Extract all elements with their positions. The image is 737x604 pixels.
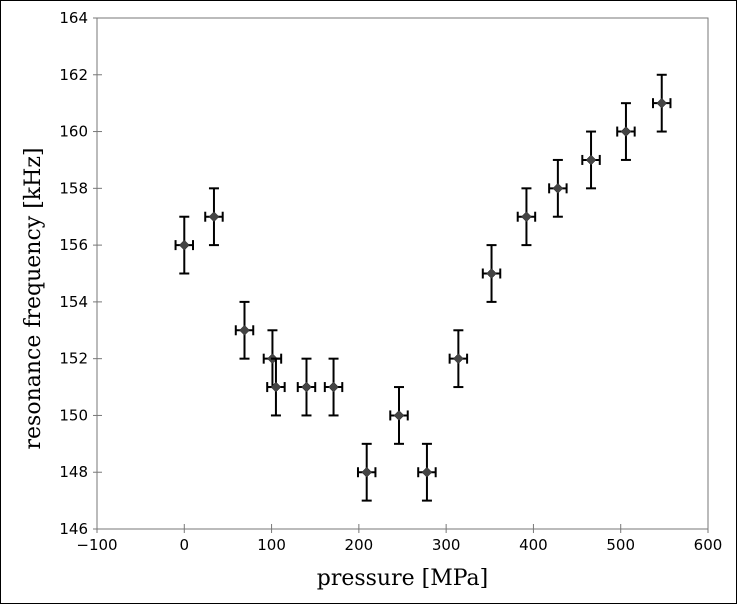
x-tick-label: 100 — [257, 536, 286, 554]
data-point — [481, 244, 502, 303]
diamond-marker — [208, 211, 220, 223]
data-point — [652, 73, 672, 133]
data-point — [548, 158, 568, 218]
x-axis-title: pressure [MPa] — [317, 566, 489, 591]
y-tick-label: 148 — [59, 463, 88, 481]
y-tick-label: 156 — [59, 236, 88, 254]
y-tick-label: 146 — [59, 520, 88, 538]
y-tick-label: 150 — [59, 406, 88, 424]
x-tick-label: 300 — [432, 536, 461, 554]
data-point — [581, 130, 601, 190]
y-tick-label: 158 — [59, 179, 88, 197]
diamond-marker — [270, 381, 282, 393]
data-points — [174, 73, 672, 502]
diamond-marker — [620, 126, 632, 137]
diamond-marker — [521, 211, 532, 223]
x-tick-label: 0 — [180, 536, 190, 554]
diamond-marker — [301, 381, 312, 393]
data-point — [174, 215, 195, 275]
data-point — [323, 357, 344, 417]
data-point — [516, 187, 537, 247]
diamond-marker — [328, 381, 339, 393]
plot-area-border — [96, 17, 709, 530]
x-tick-label: 200 — [345, 536, 374, 554]
axes — [96, 17, 709, 530]
x-tick-label: 400 — [519, 536, 548, 554]
data-point — [356, 442, 377, 502]
x-tick-label: 500 — [606, 536, 635, 554]
data-point — [417, 442, 437, 502]
x-tick-label: −100 — [76, 536, 117, 554]
y-tick-label: 152 — [59, 350, 88, 368]
diamond-marker — [393, 410, 405, 421]
diamond-marker — [421, 466, 433, 478]
diamond-marker — [585, 154, 597, 166]
x-tick-label: 600 — [694, 536, 723, 554]
data-point — [234, 300, 255, 360]
y-tick-label: 160 — [59, 123, 88, 141]
y-tick-label: 154 — [59, 293, 88, 311]
diamond-marker — [361, 466, 373, 478]
y-axis-title: resonance frequency [kHz] — [21, 148, 46, 450]
diamond-marker — [178, 239, 190, 251]
data-point — [389, 386, 409, 445]
data-point — [616, 102, 636, 161]
diamond-marker — [486, 268, 497, 279]
y-ticks: 146 148 150 152 154 156 158 160 162 164 — [59, 9, 102, 538]
y-tick-label: 164 — [59, 9, 88, 27]
x-ticks: −100 0 100 200 300 400 500 600 — [76, 524, 722, 554]
diamond-marker — [656, 97, 668, 109]
data-point — [266, 357, 286, 417]
data-point — [296, 357, 317, 417]
y-tick-label: 162 — [59, 66, 88, 84]
data-point — [204, 187, 224, 247]
data-point — [448, 329, 469, 389]
diamond-marker — [453, 353, 464, 365]
diamond-marker — [239, 324, 250, 336]
diamond-marker — [552, 182, 564, 194]
